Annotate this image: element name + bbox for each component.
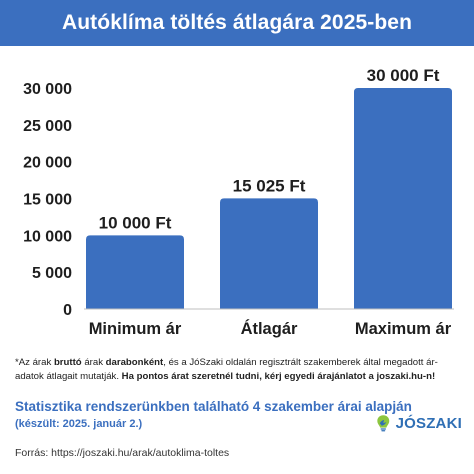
- y-tick-label: 25 000: [23, 118, 72, 135]
- x-category-label: Maximum ár: [355, 320, 452, 338]
- source-link[interactable]: Forrás: https://joszaki.hu/arak/autoklim…: [15, 447, 230, 459]
- footnote: *Az árak bruttó árak darabonként, és a J…: [15, 356, 461, 384]
- y-tick-label: 0: [63, 302, 72, 319]
- bar: [220, 198, 318, 309]
- bar: [86, 235, 184, 309]
- stats-block: Statisztika rendszerünkben található 4 s…: [15, 398, 461, 432]
- data-label: 10 000 Ft: [99, 213, 172, 232]
- y-tick-label: 30 000: [23, 81, 72, 98]
- footnote-bold: Ha pontos árat szeretnél tudni, kérj egy…: [121, 371, 436, 382]
- footnote-text: , és a JóSzaki oldalán regisztrált szake…: [15, 357, 438, 382]
- joszaki-logo: JÓSZAKI: [374, 409, 462, 437]
- data-label: 30 000 Ft: [367, 66, 440, 85]
- page-title: Autóklíma töltés átlagára 2025-ben: [61, 11, 412, 34]
- header-banner: Autóklíma töltés átlagára 2025-ben: [0, 0, 474, 46]
- logo-text: JÓSZAKI: [395, 414, 462, 432]
- x-category-label: Minimum ár: [89, 320, 182, 338]
- data-label: 15 025 Ft: [233, 176, 306, 195]
- stats-line: Statisztika rendszerünkben található 4 s…: [15, 399, 412, 414]
- footnote-text: *Az árak: [15, 357, 54, 368]
- stats-date: (készült: 2025. január 2.): [15, 418, 143, 430]
- footnote-bold: darabonként: [105, 357, 164, 368]
- y-tick-label: 10 000: [23, 228, 72, 245]
- y-tick-label: 20 000: [23, 155, 72, 172]
- y-tick-label: 15 000: [23, 192, 72, 209]
- footnote-bold: bruttó: [53, 357, 82, 368]
- y-tick-label: 5 000: [32, 265, 72, 282]
- x-category-label: Átlagár: [241, 319, 298, 338]
- lightbulb-logo-icon: [377, 415, 390, 432]
- footnote-text: árak: [81, 357, 106, 368]
- bar-chart: 0 5 000 10 000 15 000 20 000 25 000 30 000 10 0…: [23, 66, 454, 338]
- bar: [354, 88, 452, 309]
